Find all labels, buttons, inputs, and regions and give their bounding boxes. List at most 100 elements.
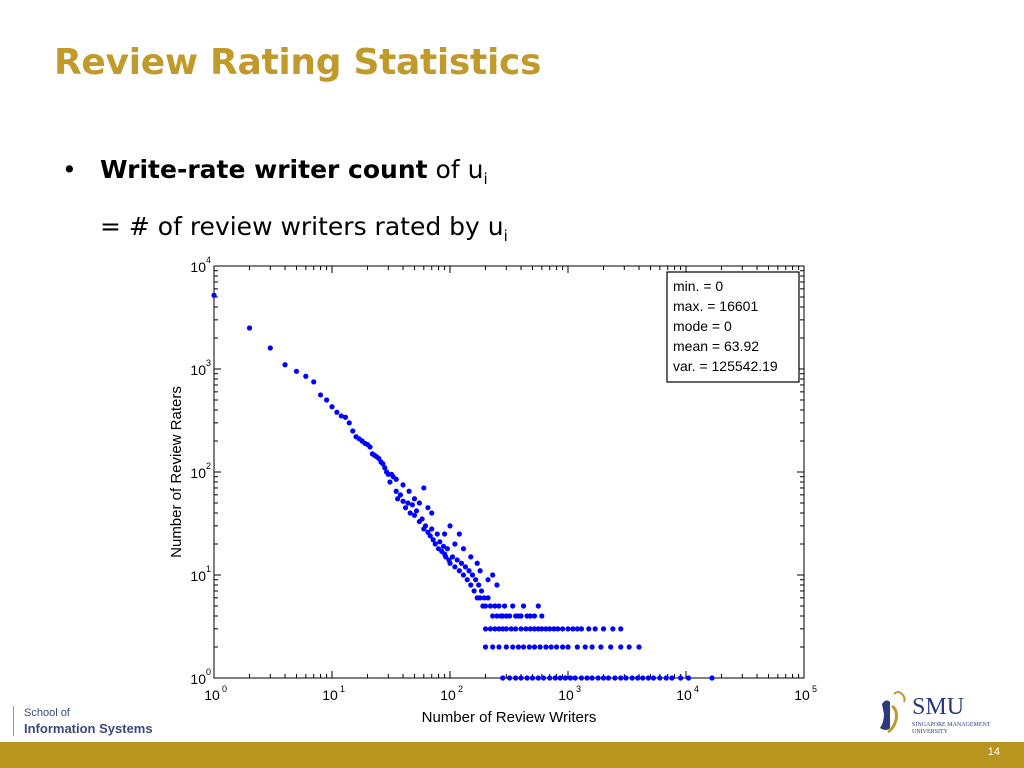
- data-point: [548, 644, 554, 650]
- data-point: [535, 603, 541, 609]
- data-point: [565, 644, 571, 650]
- y-tick-exponent: 3: [206, 358, 211, 368]
- y-tick-label: 10: [190, 465, 206, 481]
- data-point: [618, 626, 624, 632]
- x-tick-exponent: 2: [458, 684, 463, 694]
- data-point: [555, 626, 561, 632]
- x-tick-exponent: 5: [812, 684, 817, 694]
- data-point: [422, 523, 429, 529]
- data-point: [490, 572, 496, 578]
- data-point: [293, 368, 300, 374]
- data-point: [440, 543, 447, 549]
- data-point: [395, 496, 401, 502]
- data-point: [513, 626, 519, 632]
- data-point: [507, 613, 513, 619]
- data-point: [640, 675, 646, 681]
- data-point: [529, 675, 536, 681]
- data-point: [444, 546, 450, 552]
- data-point: [346, 420, 352, 426]
- data-point: [600, 626, 607, 632]
- data-point: [481, 595, 487, 601]
- data-point: [543, 644, 549, 650]
- x-tick-exponent: 1: [340, 684, 345, 694]
- data-point: [663, 675, 669, 681]
- data-point: [303, 373, 309, 379]
- data-point: [419, 516, 425, 522]
- data-point: [471, 588, 477, 594]
- y-tick-exponent: 2: [206, 461, 211, 471]
- page-number: 14: [987, 746, 1000, 758]
- data-point: [600, 675, 607, 681]
- smu-emblem-icon: [880, 691, 906, 734]
- data-point: [623, 675, 629, 681]
- data-point: [678, 675, 684, 681]
- data-point: [421, 485, 427, 491]
- school-line-1: School of: [24, 707, 70, 719]
- data-point: [598, 644, 604, 650]
- data-point: [531, 626, 538, 632]
- data-point: [547, 626, 553, 632]
- data-point: [503, 644, 509, 650]
- stats-line: var. = 125542.19: [673, 358, 778, 374]
- data-point: [416, 500, 422, 506]
- data-point: [427, 533, 433, 539]
- data-point: [496, 644, 502, 650]
- data-point: [434, 531, 440, 537]
- data-point: [531, 644, 538, 650]
- data-point: [387, 479, 393, 485]
- data-point: [535, 675, 541, 681]
- data-point: [496, 603, 502, 609]
- x-tick-exponent: 3: [576, 684, 581, 694]
- smu-name: SMU: [912, 694, 965, 720]
- bullet-bold-text: Write-rate writer count: [100, 155, 428, 184]
- bullet-block: • Write-rate writer count of ui = # of re…: [62, 146, 508, 260]
- data-point: [382, 465, 388, 471]
- data-point: [482, 644, 489, 650]
- data-point: [492, 626, 498, 632]
- x-tick-label: 10: [440, 687, 456, 703]
- data-point: [515, 644, 522, 650]
- data-point: [282, 362, 288, 368]
- x-tick-label: 10: [794, 687, 810, 703]
- data-point: [406, 488, 412, 494]
- data-point: [578, 675, 585, 681]
- data-point: [496, 626, 502, 632]
- data-point: [507, 675, 513, 681]
- data-point: [523, 626, 529, 632]
- data-point: [338, 413, 344, 419]
- data-point: [709, 675, 715, 681]
- data-point: [551, 626, 557, 632]
- data-point: [487, 626, 494, 632]
- data-point: [526, 644, 532, 650]
- data-point: [460, 546, 467, 552]
- data-point: [393, 488, 399, 494]
- y-axis-label: Number of Review Raters: [168, 386, 185, 558]
- data-point: [443, 554, 449, 560]
- data-point: [477, 568, 483, 574]
- data-point: [380, 461, 386, 467]
- data-point: [669, 675, 675, 681]
- data-point: [565, 626, 571, 632]
- data-point: [393, 476, 399, 482]
- data-point: [442, 531, 448, 537]
- data-point: [494, 613, 500, 619]
- school-line-2: Information Systems: [24, 721, 153, 736]
- slide-title: Review Rating Statistics: [54, 42, 542, 83]
- bullet-marker: •: [62, 155, 77, 184]
- data-point: [425, 505, 431, 511]
- data-point: [462, 564, 468, 570]
- data-point: [400, 498, 406, 504]
- data-point: [437, 539, 443, 545]
- y-tick-label: 10: [190, 362, 206, 378]
- bullet-subscript-1: i: [483, 170, 488, 188]
- school-logo: School of Information Systems: [13, 706, 153, 736]
- data-point: [589, 644, 595, 650]
- data-point: [537, 644, 543, 650]
- data-point: [468, 554, 474, 560]
- data-point: [460, 572, 467, 578]
- data-point: [543, 626, 549, 632]
- data-point: [657, 675, 663, 681]
- data-point: [592, 626, 598, 632]
- data-point: [342, 414, 349, 420]
